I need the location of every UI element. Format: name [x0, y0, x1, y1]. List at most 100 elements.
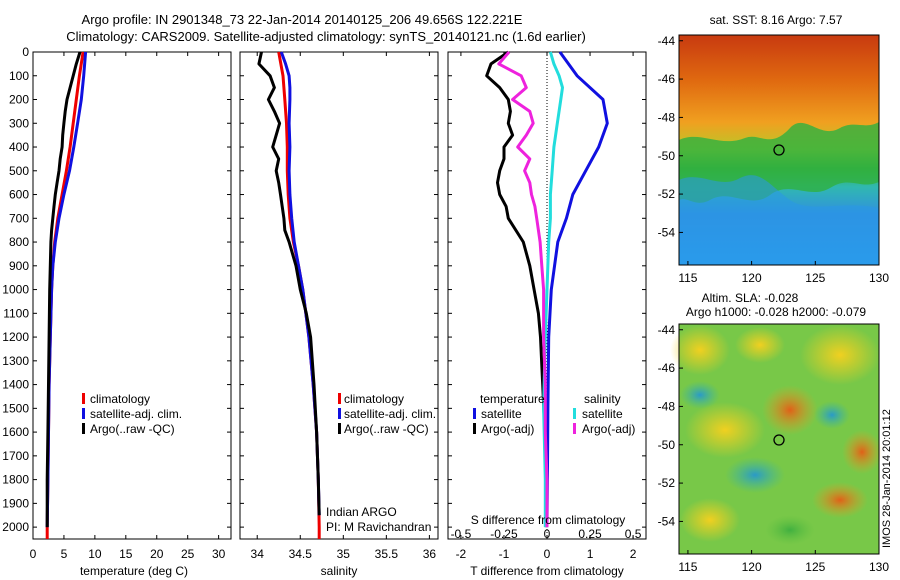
legend-swatch-argo: [82, 423, 85, 434]
x-tick-label: 25: [181, 547, 195, 561]
series-line-2: [45, 51, 82, 528]
legend-label-t-satellite: satellite: [481, 407, 522, 421]
x-tick-label: 5: [61, 547, 68, 561]
figure-title-line1: Argo profile: IN 2901348_73 22-Jan-2014 …: [82, 12, 523, 27]
map-x-tick-label: 120: [742, 271, 762, 285]
sla-blob: [814, 401, 850, 429]
depth-tick-label: 1600: [2, 425, 29, 439]
sla-blob: [800, 325, 880, 385]
x-tick-label: 36: [423, 547, 437, 561]
x-tick-label: -1: [499, 547, 510, 561]
series-line-2: [257, 51, 321, 516]
depth-tick-label: 400: [9, 140, 29, 154]
s-tick-label: 0.25: [578, 527, 602, 541]
difference-x-label: T difference from climatology: [470, 564, 624, 578]
legend-swatch-s-satellite: [573, 408, 576, 419]
depth-tick-label: 700: [9, 211, 29, 225]
sla-map-title-line2: Argo h1000: -0.028 h2000: -0.079: [686, 305, 866, 319]
sla-blob: [680, 381, 720, 409]
legend-swatch-argo: [338, 423, 341, 434]
x-tick-label: 30: [212, 547, 226, 561]
map-y-tick-label: -52: [658, 476, 676, 490]
legend-title-temperature: temperature: [480, 392, 545, 406]
map-y-tick-label: -44: [658, 323, 676, 337]
sst-x-ticks: 115 120 125 130: [678, 261, 889, 285]
depth-tick-label: 1300: [2, 354, 29, 368]
salinity-panel-frame: [239, 51, 439, 540]
depth-tick-label: 1900: [2, 496, 29, 510]
temperature-series: [45, 51, 88, 539]
legend-swatch-t-satellite: [473, 408, 476, 419]
sla-y-ticks: -44 -46 -48 -50 -52 -54: [658, 323, 683, 528]
depth-tick-label: 100: [9, 69, 29, 83]
argo-location-marker: [773, 144, 785, 156]
salinity-difference-label: S difference from climatology: [471, 513, 626, 527]
sla-blob: [842, 430, 882, 474]
legend-swatch-satellite: [338, 408, 341, 419]
legend-label-satellite: satellite-adj. clim.: [90, 407, 182, 421]
legend-label-s-satellite: satellite: [582, 407, 623, 421]
legend-swatch-climatology: [338, 393, 341, 404]
depth-tick-label: 1500: [2, 401, 29, 415]
depth-tick-label: 1800: [2, 473, 29, 487]
x-tick-label: 10: [88, 547, 102, 561]
salinity-legend: climatology satellite-adj. clim. Argo(..…: [326, 392, 436, 534]
legend-swatch-satellite: [82, 408, 85, 419]
sla-blob: [762, 385, 818, 435]
map-y-tick-label: -44: [658, 34, 676, 48]
sla-x-ticks: 115 120 125 130: [678, 550, 889, 574]
sst-cold-tongue: [679, 175, 879, 265]
sla-blob: [765, 515, 815, 545]
salinity-x-ticks: 34 34.5 35 35.5 36: [251, 52, 437, 561]
map-x-tick-label: 125: [805, 560, 825, 574]
x-tick-label: 0: [544, 547, 551, 561]
depth-tick-label: 600: [9, 188, 29, 202]
map-y-tick-label: -50: [658, 149, 676, 163]
legend-swatch-climatology: [82, 393, 85, 404]
sst-y-ticks: -44 -46 -48 -50 -52 -54: [658, 34, 683, 239]
map-x-tick-label: 130: [869, 271, 889, 285]
depth-tick-label: 2000: [2, 520, 29, 534]
map-x-tick-label: 115: [678, 560, 697, 574]
x-tick-label: 35: [337, 547, 351, 561]
depth-axis: 0 100 200 300 400 500 600 700 800 900 1000 1100 1200…: [2, 45, 646, 534]
x-tick-label: 0: [30, 547, 37, 561]
pi-note-line1: Indian ARGO: [326, 505, 397, 519]
x-tick-label: 2: [630, 547, 637, 561]
difference-legend: temperature salinity satellite Argo(-adj…: [473, 392, 635, 436]
s-tick-label: 0.5: [625, 527, 642, 541]
depth-tick-label: 500: [9, 164, 29, 178]
legend-label-argo: Argo(..raw -QC): [90, 422, 175, 436]
temperature-x-label: temperature (deg C): [80, 564, 188, 578]
sla-map: [670, 323, 882, 555]
sla-blob: [685, 402, 765, 458]
map-x-tick-label: 125: [805, 271, 825, 285]
depth-tick-label: 1400: [2, 378, 29, 392]
x-tick-label: 15: [119, 547, 133, 561]
legend-swatch-t-argo: [473, 423, 476, 434]
map-y-tick-label: -46: [658, 361, 676, 375]
difference-x-ticks: -2 -1 0 1 2: [456, 52, 637, 561]
s-tick-label: -0.5: [451, 527, 472, 541]
series-line-1: [45, 51, 88, 528]
sla-blob: [812, 482, 868, 518]
x-tick-label: 20: [150, 547, 164, 561]
salinity-x-label: salinity: [321, 564, 358, 578]
temperature-panel-frame: [32, 51, 232, 540]
sla-blob: [725, 457, 785, 493]
depth-tick-label: 900: [9, 259, 29, 273]
map-y-tick-label: -54: [658, 225, 676, 239]
depth-tick-label: 1700: [2, 449, 29, 463]
map-x-tick-label: 130: [869, 560, 889, 574]
map-y-tick-label: -50: [658, 438, 676, 452]
map-x-tick-label: 120: [742, 560, 762, 574]
series-line-0: [277, 51, 321, 539]
sst-map: [678, 34, 880, 266]
legend-title-salinity: salinity: [584, 392, 621, 406]
legend-label-argo: Argo(..raw -QC): [344, 422, 429, 436]
sla-side-label: IMOS 28-Jan-2014 20:01:12: [881, 409, 893, 548]
depth-tick-label: 800: [9, 235, 29, 249]
sla-map-frame: [678, 323, 880, 555]
depth-tick-label: 1100: [3, 306, 29, 320]
